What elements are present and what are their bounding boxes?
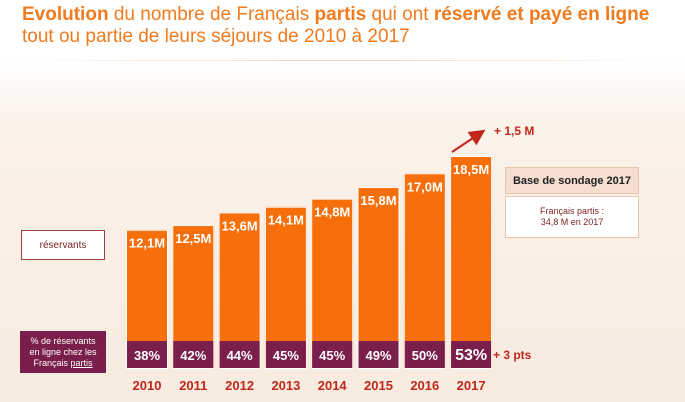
- bar-value-label: 18,5M: [453, 162, 489, 177]
- percent-label: 42%: [180, 348, 206, 363]
- bar-value-label: 17,0M: [407, 179, 443, 194]
- legend-pct-line2: en ligne chez les: [29, 346, 97, 357]
- chart-title: Evolution du nombre de Français partis q…: [22, 4, 662, 48]
- bar-value-label: 15,8M: [360, 193, 396, 208]
- bar-outline-2015: [357, 187, 400, 369]
- percent-box-2016: [404, 341, 445, 368]
- base-sondage-title: Base de sondage 2017: [505, 167, 639, 194]
- bar-outline-2017: [450, 156, 493, 369]
- title-bold-evolution: Evolution: [22, 4, 109, 25]
- legend-pct-line3-underlined: partis: [70, 357, 93, 368]
- legend-percent-online: % de réservants en ligne chez les França…: [20, 331, 106, 373]
- title-bold-reserve: réservé et payé en ligne: [433, 4, 650, 25]
- title-text-1: du nombre de Français: [108, 4, 315, 25]
- bar-2017: [450, 156, 493, 369]
- base-desc-line1: Français partis :: [539, 206, 605, 216]
- percent-box-2017: [451, 341, 492, 368]
- percent-label: 44%: [227, 348, 253, 363]
- title-text-3: tout ou partie de leurs séjours de 2010 …: [22, 26, 410, 47]
- percent-label: 49%: [365, 348, 391, 363]
- bar-value-label: 13,6M: [222, 218, 258, 233]
- title-text-2: qui ont: [366, 4, 434, 25]
- year-tick-label: 2016: [410, 378, 439, 393]
- bar-outline-2014: [311, 198, 354, 369]
- legend-pct-line3: Français partis: [33, 358, 92, 369]
- year-tick-label: 2013: [271, 378, 300, 393]
- percent-box-2014: [312, 341, 353, 368]
- bar-outline-2013: [264, 206, 307, 369]
- percent-label: 45%: [319, 348, 345, 363]
- growth-arrow-icon: [451, 129, 486, 153]
- legend-reservants: réservants: [21, 230, 105, 260]
- bar-2016: [403, 173, 446, 369]
- percent-label: 53%: [455, 347, 487, 364]
- percent-box-2013: [265, 341, 306, 368]
- bar-value-label: 14,1M: [268, 213, 304, 228]
- year-tick-label: 2017: [457, 378, 486, 393]
- base-desc-line2: 34,8 M en 2017: [540, 217, 604, 227]
- bar-value-label: 12,1M: [129, 236, 165, 251]
- year-tick-label: 2015: [364, 378, 393, 393]
- bar-value-label: 12,5M: [175, 231, 211, 246]
- legend-pct-line1: % de réservants: [30, 335, 96, 346]
- bar-outline-2010: [126, 229, 168, 369]
- year-tick-label: 2014: [318, 378, 348, 393]
- bar-outline-2011: [172, 225, 215, 369]
- points-annotation: + 3 pts: [493, 348, 532, 362]
- bar-2014: [311, 198, 354, 369]
- growth-annotation: + 1,5 M: [494, 124, 534, 138]
- percent-label: 50%: [412, 348, 438, 363]
- year-tick-label: 2010: [133, 378, 162, 393]
- legend-pct-line3-text: Français: [33, 357, 71, 368]
- bar-value-label: 14,8M: [314, 205, 350, 220]
- year-tick-label: 2011: [179, 378, 207, 393]
- percent-box-2012: [219, 341, 260, 368]
- percent-box-2015: [358, 341, 399, 368]
- legend-reservants-label: réservants: [39, 239, 87, 251]
- base-sondage-title-text: Base de sondage 2017: [512, 174, 631, 187]
- base-sondage-desc: Français partis : 34,8 M en 2017: [505, 196, 639, 238]
- percent-box-2010: [127, 341, 167, 368]
- bar-outline-2012: [218, 212, 261, 369]
- percent-box-2011: [173, 341, 214, 368]
- percent-label: 38%: [134, 348, 160, 363]
- title-bold-partis: partis: [314, 4, 367, 25]
- year-tick-label: 2012: [225, 378, 254, 393]
- percent-label: 45%: [273, 348, 299, 363]
- bars-group: 12,1M 38% 2010 12,5M 42% 2011 13,6M 44% 2012 14,1…: [126, 156, 493, 393]
- bar-2015: [357, 187, 400, 369]
- bar-outline-2016: [403, 173, 446, 369]
